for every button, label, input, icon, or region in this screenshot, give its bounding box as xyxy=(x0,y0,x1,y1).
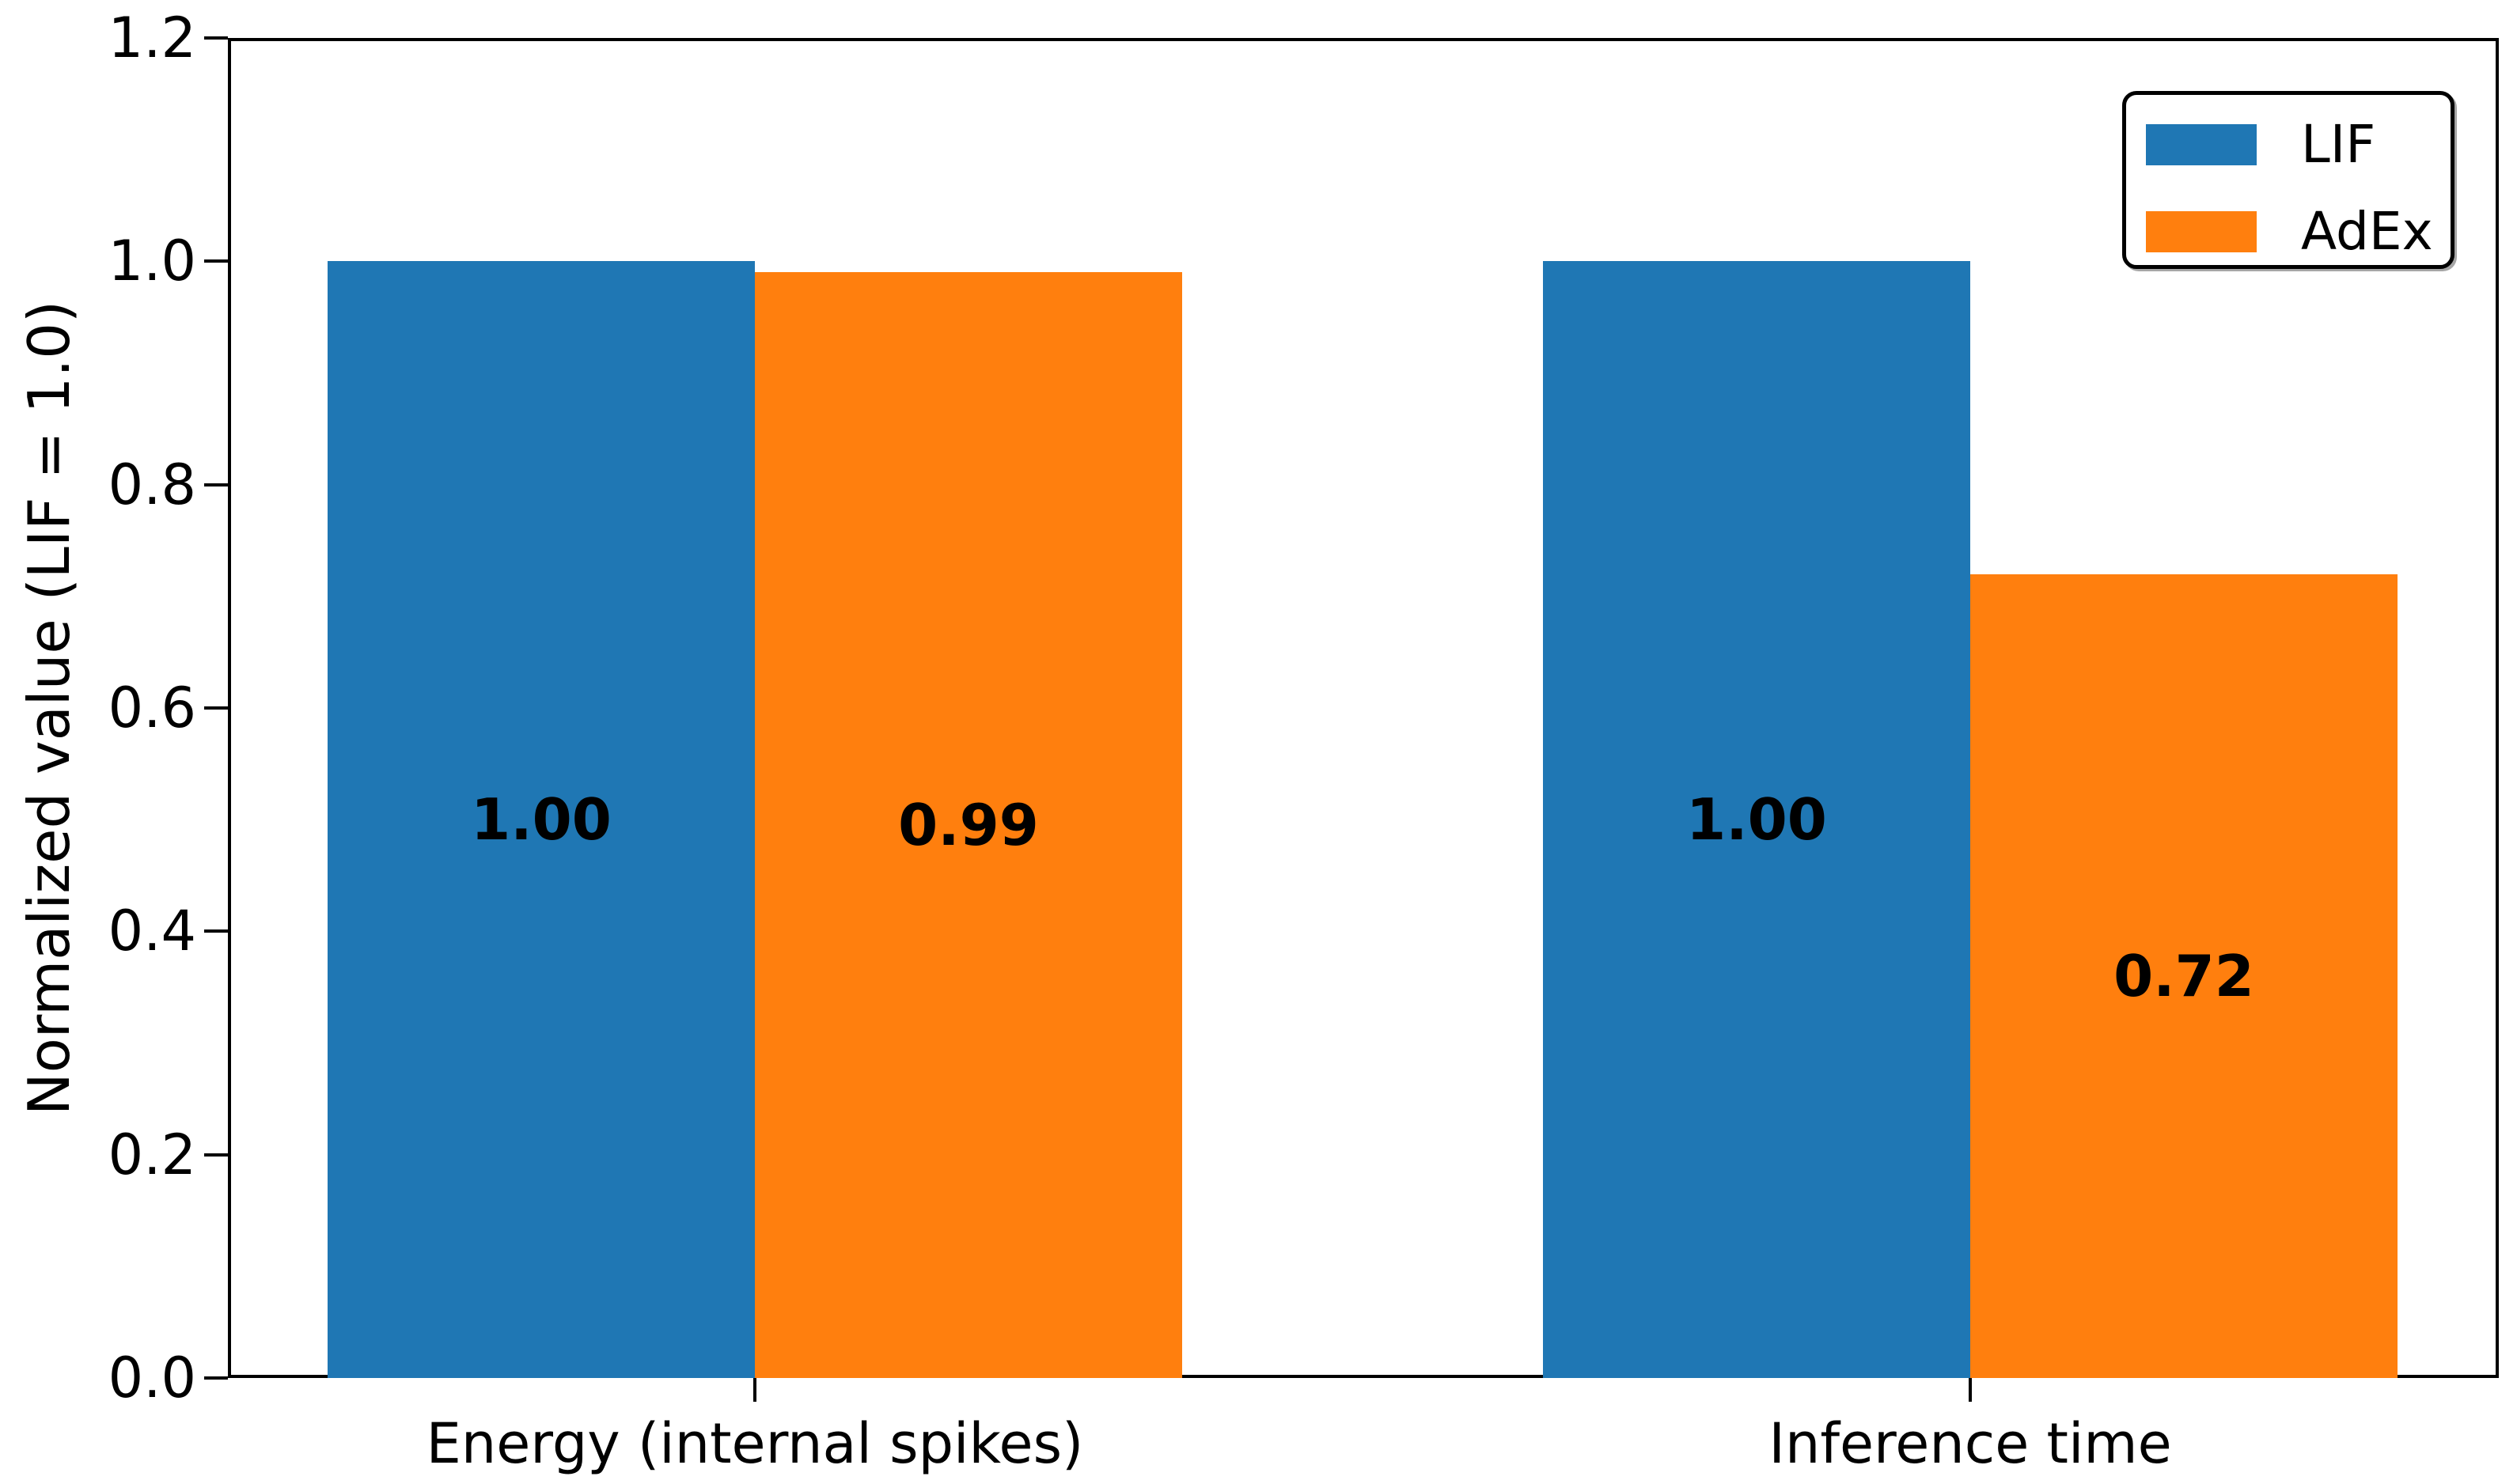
x-tick-label: Energy (internal spikes) xyxy=(426,1411,1084,1476)
x-tick-mark xyxy=(753,1378,756,1402)
y-tick-label: 0.2 xyxy=(108,1122,196,1187)
y-tick-label: 0.4 xyxy=(108,899,196,964)
y-tick-label: 0.8 xyxy=(108,452,196,517)
y-tick-mark xyxy=(204,929,228,933)
bar-value-label: 1.00 xyxy=(471,786,612,854)
legend-label: AdEx xyxy=(2301,201,2433,262)
y-tick-mark xyxy=(204,259,228,263)
legend-swatch-icon xyxy=(2146,211,2257,252)
y-tick-label: 0.6 xyxy=(108,676,196,740)
bar-adex-0 xyxy=(755,272,1182,1378)
legend-entry-adex: AdEx xyxy=(2146,206,2451,258)
legend-entry-lif: LIF xyxy=(2146,119,2451,171)
y-tick-mark xyxy=(204,1153,228,1157)
bar-value-label: 1.00 xyxy=(1686,786,1827,854)
y-tick-mark xyxy=(204,36,228,40)
bar-value-label: 0.99 xyxy=(898,792,1039,859)
y-tick-label: 1.0 xyxy=(108,229,196,294)
legend-swatch-icon xyxy=(2146,124,2257,165)
x-tick-mark xyxy=(1969,1378,1972,1402)
legend: LIF AdEx xyxy=(2122,91,2454,269)
bar-adex-1 xyxy=(1970,574,2398,1378)
bar-lif-1 xyxy=(1543,261,1970,1378)
legend-label: LIF xyxy=(2301,114,2376,175)
y-tick-label: 1.2 xyxy=(108,6,196,70)
x-tick-label: Inference time xyxy=(1768,1411,2172,1476)
y-tick-mark xyxy=(204,706,228,710)
bar-value-label: 0.72 xyxy=(2113,942,2254,1009)
y-tick-mark xyxy=(204,1376,228,1380)
bar-lif-0 xyxy=(328,261,755,1378)
y-tick-mark xyxy=(204,483,228,486)
y-tick-label: 0.0 xyxy=(108,1346,196,1410)
